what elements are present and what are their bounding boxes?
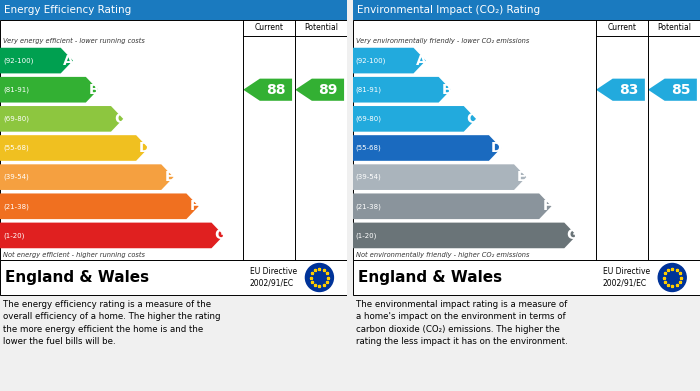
Bar — [353, 20, 700, 260]
Text: (69-80): (69-80) — [356, 116, 382, 122]
Circle shape — [305, 264, 333, 292]
Polygon shape — [353, 77, 451, 102]
Polygon shape — [353, 106, 476, 132]
Text: F: F — [542, 199, 552, 213]
Polygon shape — [353, 164, 526, 190]
Bar — [0, 0, 347, 20]
Text: The energy efficiency rating is a measure of the
overall efficiency of a home. T: The energy efficiency rating is a measur… — [3, 300, 220, 346]
Text: (39-54): (39-54) — [3, 174, 29, 180]
Polygon shape — [648, 79, 697, 101]
Text: B: B — [88, 83, 99, 97]
Text: E: E — [164, 170, 174, 184]
Text: (81-91): (81-91) — [3, 86, 29, 93]
Polygon shape — [0, 135, 148, 161]
Text: E: E — [517, 170, 526, 184]
Polygon shape — [0, 222, 224, 248]
Circle shape — [658, 264, 686, 292]
Polygon shape — [0, 77, 98, 102]
Text: (1-20): (1-20) — [3, 232, 25, 239]
Text: Energy Efficiency Rating: Energy Efficiency Rating — [4, 5, 132, 15]
Text: C: C — [467, 112, 477, 126]
Text: (69-80): (69-80) — [3, 116, 29, 122]
Text: England & Wales: England & Wales — [5, 270, 149, 285]
Text: 89: 89 — [318, 83, 337, 97]
Text: 85: 85 — [671, 83, 690, 97]
Text: Current: Current — [608, 23, 636, 32]
Bar — [0, 260, 347, 295]
Text: D: D — [139, 141, 150, 155]
Polygon shape — [353, 48, 426, 74]
Text: C: C — [114, 112, 124, 126]
Text: B: B — [441, 83, 452, 97]
Polygon shape — [596, 79, 645, 101]
Text: (55-68): (55-68) — [356, 145, 382, 151]
Text: (39-54): (39-54) — [356, 174, 382, 180]
Text: (92-100): (92-100) — [356, 57, 386, 64]
Polygon shape — [353, 222, 577, 248]
Text: A: A — [63, 54, 74, 68]
Text: G: G — [566, 228, 578, 242]
Text: Current: Current — [255, 23, 284, 32]
Text: Environmental Impact (CO₂) Rating: Environmental Impact (CO₂) Rating — [357, 5, 540, 15]
Text: Very environmentally friendly - lower CO₂ emissions: Very environmentally friendly - lower CO… — [356, 38, 529, 44]
Polygon shape — [0, 48, 73, 74]
Text: (81-91): (81-91) — [356, 86, 382, 93]
Text: EU Directive
2002/91/EC: EU Directive 2002/91/EC — [250, 267, 297, 287]
Text: Not environmentally friendly - higher CO₂ emissions: Not environmentally friendly - higher CO… — [356, 252, 529, 258]
Text: A: A — [416, 54, 427, 68]
Text: (1-20): (1-20) — [356, 232, 377, 239]
Text: EU Directive
2002/91/EC: EU Directive 2002/91/EC — [603, 267, 650, 287]
Text: F: F — [190, 199, 199, 213]
Text: The environmental impact rating is a measure of
a home's impact on the environme: The environmental impact rating is a mea… — [356, 300, 568, 346]
Polygon shape — [0, 106, 123, 132]
Polygon shape — [353, 194, 552, 219]
Text: Potential: Potential — [304, 23, 338, 32]
Text: G: G — [214, 228, 225, 242]
Bar — [0, 20, 347, 260]
Text: Potential: Potential — [657, 23, 691, 32]
Text: Not energy efficient - higher running costs: Not energy efficient - higher running co… — [3, 252, 145, 258]
Bar — [353, 260, 700, 295]
Text: (21-38): (21-38) — [3, 203, 29, 210]
Bar — [353, 0, 700, 20]
Polygon shape — [0, 164, 174, 190]
Text: Very energy efficient - lower running costs: Very energy efficient - lower running co… — [3, 38, 145, 44]
Polygon shape — [353, 135, 501, 161]
Text: (92-100): (92-100) — [3, 57, 34, 64]
Polygon shape — [243, 79, 292, 101]
Text: (21-38): (21-38) — [356, 203, 382, 210]
Text: 88: 88 — [266, 83, 286, 97]
Polygon shape — [295, 79, 344, 101]
Polygon shape — [0, 194, 199, 219]
Text: (55-68): (55-68) — [3, 145, 29, 151]
Text: D: D — [491, 141, 503, 155]
Text: England & Wales: England & Wales — [358, 270, 502, 285]
Text: 83: 83 — [619, 83, 638, 97]
